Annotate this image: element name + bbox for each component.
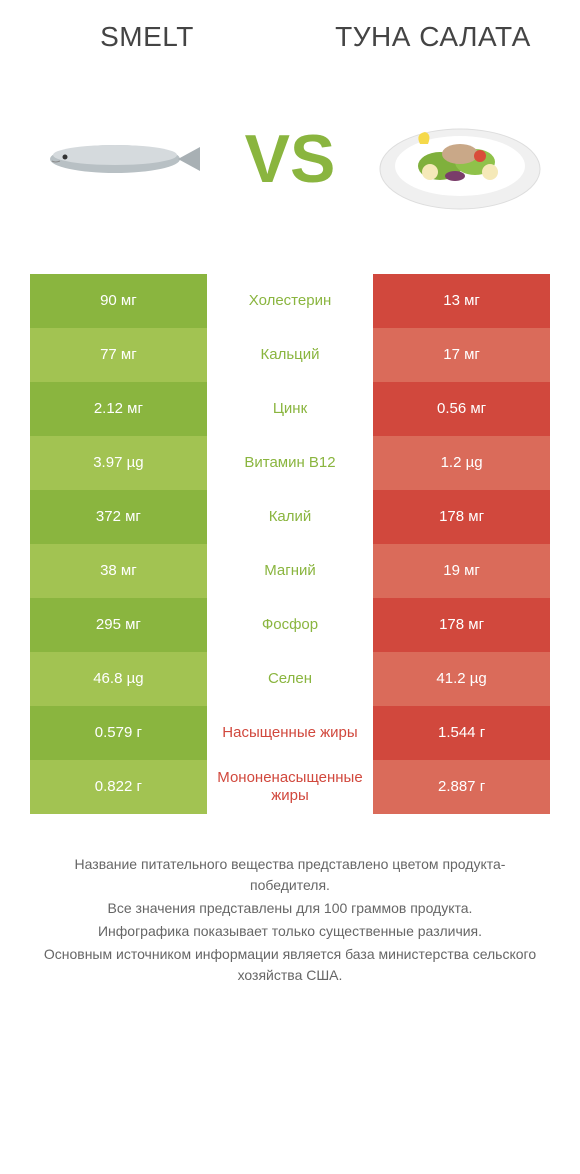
table-row: 3.97 µgВитамин B121.2 µg (30, 436, 550, 490)
value-right: 1.544 г (373, 706, 550, 760)
nutrient-label: Селен (207, 652, 373, 706)
value-left: 3.97 µg (30, 436, 207, 490)
value-right: 178 мг (373, 598, 550, 652)
table-row: 38 мгМагний19 мг (30, 544, 550, 598)
title-right: Туна салата (316, 20, 550, 54)
value-left: 0.579 г (30, 706, 207, 760)
value-left: 295 мг (30, 598, 207, 652)
value-left: 90 мг (30, 274, 207, 328)
vs-row: VS (30, 84, 550, 234)
footnote-line: Основным источником информации является … (40, 944, 540, 986)
nutrient-label: Витамин B12 (207, 436, 373, 490)
footnotes: Название питательного вещества представл… (30, 854, 550, 986)
table-row: 2.12 мгЦинк0.56 мг (30, 382, 550, 436)
value-right: 17 мг (373, 328, 550, 382)
value-right: 41.2 µg (373, 652, 550, 706)
footnote-line: Название питательного вещества представл… (40, 854, 540, 896)
footnote-line: Инфографика показывает только существенн… (40, 921, 540, 942)
tuna-salad-image (370, 94, 550, 224)
table-row: 46.8 µgСелен41.2 µg (30, 652, 550, 706)
title-left: Smelt (30, 20, 264, 54)
footnote-line: Все значения представлены для 100 граммо… (40, 898, 540, 919)
value-right: 178 мг (373, 490, 550, 544)
value-right: 1.2 µg (373, 436, 550, 490)
table-row: 77 мгКальций17 мг (30, 328, 550, 382)
value-left: 77 мг (30, 328, 207, 382)
nutrient-label: Магний (207, 544, 373, 598)
table-row: 372 мгКалий178 мг (30, 490, 550, 544)
nutrient-label: Фосфор (207, 598, 373, 652)
table-row: 0.822 гМононенасыщенные жиры2.887 г (30, 760, 550, 814)
nutrient-label: Кальций (207, 328, 373, 382)
table-row: 295 мгФосфор178 мг (30, 598, 550, 652)
value-right: 0.56 мг (373, 382, 550, 436)
value-left: 372 мг (30, 490, 207, 544)
value-left: 2.12 мг (30, 382, 207, 436)
value-right: 2.887 г (373, 760, 550, 814)
nutrient-label: Насыщенные жиры (207, 706, 373, 760)
value-left: 46.8 µg (30, 652, 207, 706)
value-right: 19 мг (373, 544, 550, 598)
smelt-fish-image (30, 94, 210, 224)
table-row: 90 мгХолестерин13 мг (30, 274, 550, 328)
nutrient-label: Цинк (207, 382, 373, 436)
title-row: Smelt Туна салата (30, 20, 550, 54)
value-left: 38 мг (30, 544, 207, 598)
value-right: 13 мг (373, 274, 550, 328)
nutrient-label: Мононенасыщенные жиры (207, 760, 373, 814)
infographic-container: Smelt Туна салата VS (0, 0, 580, 1008)
value-left: 0.822 г (30, 760, 207, 814)
nutrient-label: Холестерин (207, 274, 373, 328)
nutrient-label: Калий (207, 490, 373, 544)
vs-label: VS (245, 120, 336, 198)
comparison-table: 90 мгХолестерин13 мг77 мгКальций17 мг2.1… (30, 274, 550, 814)
table-row: 0.579 гНасыщенные жиры1.544 г (30, 706, 550, 760)
